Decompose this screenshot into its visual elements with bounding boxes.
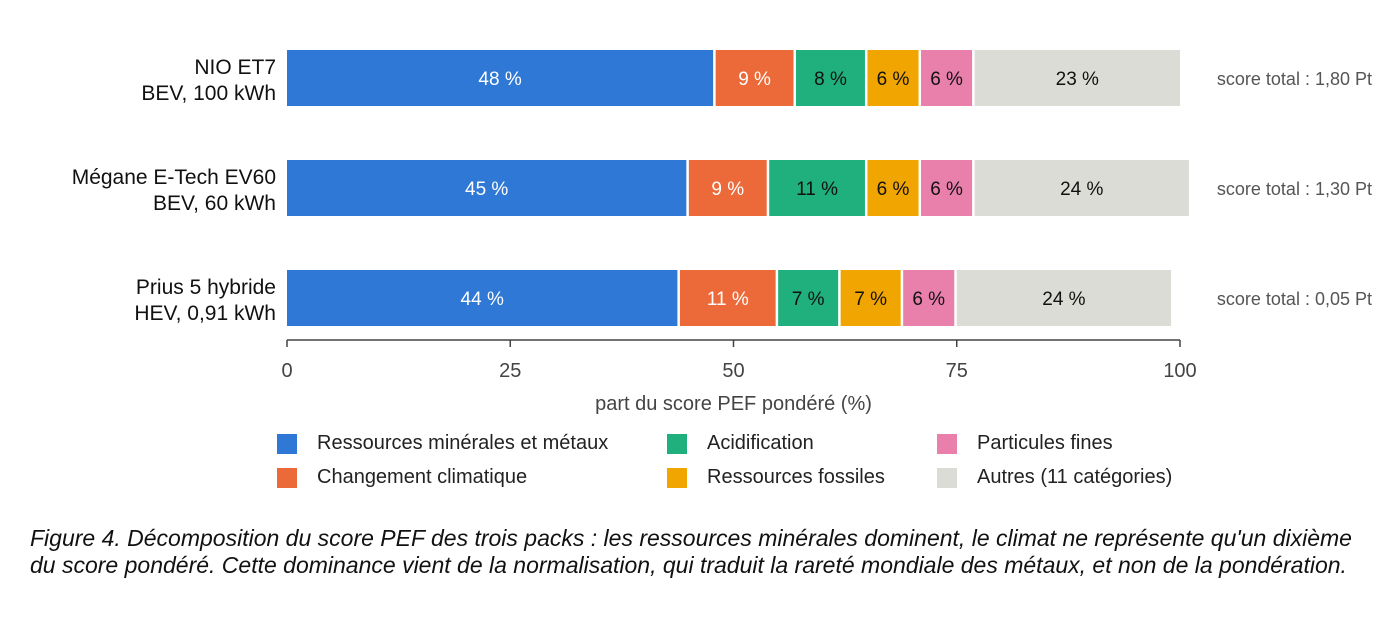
legend-item: Ressources fossiles xyxy=(667,466,885,489)
bar-segment xyxy=(688,160,767,216)
bar-segment xyxy=(974,50,1180,106)
bar-value-label: 6 % xyxy=(912,289,945,310)
bar-value-label: 11 % xyxy=(707,289,749,310)
bar-segment xyxy=(769,160,865,216)
bar-segment xyxy=(287,160,687,216)
x-tick-label: 75 xyxy=(946,360,968,382)
bar-segment xyxy=(867,160,919,216)
bar-value-label: 11 % xyxy=(796,179,838,200)
legend-swatch xyxy=(277,433,297,454)
bar-value-label: 6 % xyxy=(930,69,963,90)
bar-segment xyxy=(778,270,839,326)
bar-segment xyxy=(921,160,973,216)
bar-segment xyxy=(903,270,955,326)
legend-swatch xyxy=(667,467,687,488)
legend-swatch xyxy=(667,433,687,454)
bar-value-label: 6 % xyxy=(930,179,963,200)
bar-segment xyxy=(679,270,776,326)
category-label: BEV, 100 kWh xyxy=(141,82,276,105)
figure-caption: Figure 4. Décomposition du score PEF des… xyxy=(30,525,1352,578)
legend-label: Particules fines xyxy=(977,432,1113,454)
legend-label: Autres (11 catégories) xyxy=(977,466,1173,488)
legend-item: Ressources minérales et métaux xyxy=(277,432,608,455)
score-total-label: score total : 1,80 Pt xyxy=(1217,69,1372,89)
bar-segment xyxy=(840,270,901,326)
bar-value-label: 6 % xyxy=(877,69,910,90)
bar-segment xyxy=(287,50,714,106)
bar-value-label: 24 % xyxy=(1060,179,1103,200)
x-tick-label: 100 xyxy=(1163,360,1196,382)
bar-value-label: 6 % xyxy=(877,179,910,200)
legend-item: Autres (11 catégories) xyxy=(937,466,1172,489)
category-label: BEV, 60 kWh xyxy=(153,192,276,215)
bar-segment xyxy=(867,50,919,106)
legend-item: Particules fines xyxy=(937,432,1113,455)
legend-swatch xyxy=(937,433,957,454)
bar-value-label: 44 % xyxy=(461,289,504,310)
bar-value-label: 48 % xyxy=(478,69,521,90)
bar-segment xyxy=(715,50,794,106)
category-label: NIO ET7 xyxy=(194,56,276,79)
x-tick-label: 25 xyxy=(499,360,521,382)
category-label: Mégane E-Tech EV60 xyxy=(72,166,276,189)
bar-segment xyxy=(796,50,865,106)
bar-value-label: 9 % xyxy=(738,69,771,90)
bar-segment xyxy=(287,270,678,326)
legend-item: Changement climatique xyxy=(277,466,527,489)
score-total-label: score total : 1,30 Pt xyxy=(1217,179,1372,199)
x-tick-label: 50 xyxy=(722,360,744,382)
bar-value-label: 23 % xyxy=(1056,69,1099,90)
legend-item: Acidification xyxy=(667,432,814,455)
bar-value-label: 8 % xyxy=(814,69,847,90)
legend-label: Ressources fossiles xyxy=(707,466,885,488)
bar-value-label: 7 % xyxy=(854,289,887,310)
category-label: HEV, 0,91 kWh xyxy=(134,302,276,325)
bar-value-label: 45 % xyxy=(465,179,508,200)
x-tick-label: 0 xyxy=(281,360,292,382)
bar-value-label: 7 % xyxy=(792,289,825,310)
legend-label: Changement climatique xyxy=(317,466,528,488)
stacked-bar-chart: NIO ET7 BEV, 100 kWh 48 % 9 % 8 % 6 % 6 % 23 % s… xyxy=(72,50,1372,415)
legend-label: Ressources minérales et métaux xyxy=(317,432,609,454)
legend-swatch xyxy=(277,467,297,488)
bar-segment xyxy=(956,270,1172,326)
category-label: Prius 5 hybride xyxy=(136,276,276,299)
score-total-label: score total : 0,05 Pt xyxy=(1217,289,1372,309)
legend-swatch xyxy=(937,467,957,488)
bar-segment xyxy=(921,50,973,106)
bar-value-label: 24 % xyxy=(1042,289,1085,310)
bar-value-label: 9 % xyxy=(711,179,744,200)
legend-label: Acidification xyxy=(707,432,814,454)
bar-segment xyxy=(974,160,1189,216)
x-axis-title: part du score PEF pondéré (%) xyxy=(595,393,872,415)
